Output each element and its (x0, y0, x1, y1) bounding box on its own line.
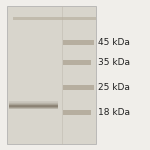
Bar (13, 17, 96, 20)
Bar (9, 103, 58, 104)
Bar (63, 85, 94, 90)
Bar (63, 60, 91, 65)
Bar (9, 101, 58, 102)
Bar (7, 6, 96, 144)
Bar (9, 102, 58, 103)
Bar (9, 108, 58, 109)
Bar (9, 104, 58, 105)
Text: 25 kDa: 25 kDa (98, 83, 130, 92)
Bar (9, 106, 58, 107)
Bar (9, 107, 58, 108)
Text: 45 kDa: 45 kDa (98, 38, 130, 47)
Bar (63, 40, 94, 45)
Bar (9, 105, 58, 106)
Bar (63, 111, 91, 115)
Text: 18 kDa: 18 kDa (98, 108, 130, 117)
Text: 35 kDa: 35 kDa (98, 58, 130, 67)
